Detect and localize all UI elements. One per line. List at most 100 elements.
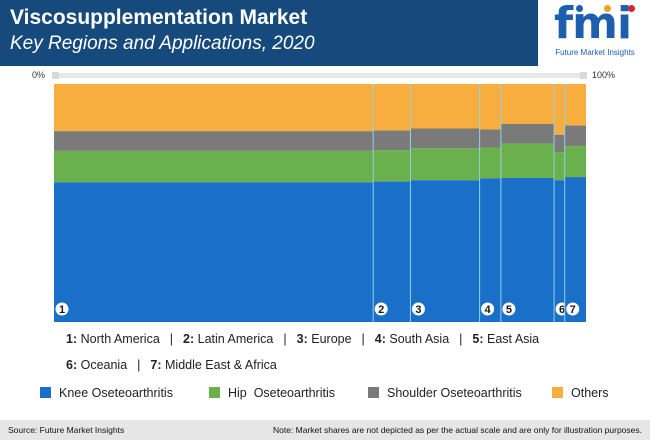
logo-dot-icon [576,5,583,12]
category-label: 4 [485,304,492,316]
axis-scale-cap [52,72,59,79]
legend-separator: | [169,332,174,346]
bar-segment-6-3 [554,134,565,153]
legend-separator: | [283,332,287,346]
bar-segment-5-3 [500,123,555,144]
legend-swatch [209,387,220,398]
bar-segment-5-4 [500,84,555,124]
region-name: Middle East & Africa [161,358,277,372]
logo-wordmark: fmi [554,0,632,49]
region-number: 4: [374,332,386,346]
bar-segment-6-4 [554,84,565,135]
bar-segment-4-4 [479,84,501,130]
region-number: 7: [150,358,162,372]
legend-label: Others [571,386,609,400]
bar-segment-7-4 [564,84,586,126]
bar-segment-1-1 [54,182,374,322]
region-legend-item: 3: Europe [297,332,352,346]
region-number: 5: [472,332,484,346]
region-legend-row-1: 1: North America | 2: Latin America | 3: Eur… [66,332,539,346]
header-banner: Viscosupplementation Market Key Regions … [0,0,650,66]
series-legend-item: Knee Oseteoarthritis [40,386,173,400]
region-legend-item: 6: Oceania [66,358,127,372]
bar-segment-5-1 [500,178,555,322]
source-text: Source: Future Market Insights [8,425,125,435]
bar-segment-6-1 [554,180,565,322]
legend-swatch [368,387,379,398]
category-label: 3 [415,304,421,316]
legend-swatch [40,387,51,398]
axis-max-label: 100% [592,70,616,80]
logo-dot-icon [628,5,635,12]
bar-segment-7-3 [564,125,586,147]
legend-label: Knee Oseteoarthritis [59,386,173,400]
legend-swatch [552,387,563,398]
region-name: East Asia [483,332,540,346]
category-label: 1 [59,304,65,316]
series-legend-item: Hip Oseteoarthritis [209,386,335,400]
legend-separator: | [361,332,365,346]
category-label: 7 [570,304,576,316]
region-number: 3: [296,332,308,346]
legend-separator: | [137,358,141,372]
region-name: North America [77,332,160,346]
bar-segment-4-2 [479,147,501,179]
bar-segment-4-1 [479,178,501,322]
legend-separator: | [459,332,463,346]
bar-segment-1-3 [54,131,374,151]
bar-segment-5-2 [500,143,555,179]
note-text: Note: Market shares are not depicted as … [272,425,642,435]
bar-segment-4-3 [479,129,501,148]
region-legend-row-2: 6: Oceania | 7: Middle East & Africa [66,358,277,372]
bar-segment-7-1 [564,177,586,322]
category-label: 2 [378,304,384,316]
series-legend-item: Others [552,386,609,400]
bar-segment-2-2 [373,150,411,182]
region-name: Europe [307,332,352,346]
region-legend-item: 2: Latin America [183,332,273,346]
bar-segment-2-3 [373,130,411,151]
category-badge [55,302,69,316]
category-label: 5 [506,304,512,316]
bar-segment-1-4 [54,84,374,132]
bar-segment-6-2 [554,152,565,181]
series-legend-item: Shoulder Oseteoarthritis [368,386,522,400]
region-number: 6: [66,358,78,372]
bar-segment-7-2 [564,146,586,178]
region-legend-item: 5: East Asia [472,332,539,346]
logo-dot-icon [604,5,611,12]
chart-subtitle: Key Regions and Applications, 2020 [10,33,315,54]
legend-label: Shoulder Oseteoarthritis [387,386,522,400]
category-badge [411,302,425,316]
region-name: South Asia [385,332,450,346]
series-legend: Knee Oseteoarthritis Hip Oseteoarthritis S… [0,386,650,406]
axis-min-label: 0% [32,70,46,80]
footer: Source: Future Market Insights Note: Mar… [0,420,650,440]
region-name: Latin America [194,332,274,346]
chart-title: Viscosupplementation Market [10,6,308,29]
category-badge [502,302,516,316]
legend-label: Hip Oseteoarthritis [228,386,335,400]
bar-segment-1-2 [54,150,374,183]
logo: fmi Future Market Insights [538,0,650,66]
bar-segment-3-1 [410,180,480,322]
region-number: 1: [66,332,78,346]
region-name: Oceania [77,358,128,372]
category-badge [374,302,388,316]
region-legend-item: 7: Middle East & Africa [150,358,276,372]
category-badge [481,302,495,316]
region-legend-item: 1: North America [66,332,160,346]
bar-segment-3-2 [410,148,480,181]
bar-segment-2-4 [373,84,411,131]
region-number: 2: [183,332,195,346]
bar-segment-3-3 [410,128,480,149]
category-label: 6 [559,304,565,316]
region-legend-item: 4: South Asia [375,332,449,346]
logo-caption: Future Market Insights [555,48,635,57]
bar-segment-2-1 [373,181,411,322]
axis-scale-cap [580,72,587,79]
axis-scale-bar [52,73,587,78]
category-badge [566,302,580,316]
bar-segment-3-4 [410,84,480,129]
